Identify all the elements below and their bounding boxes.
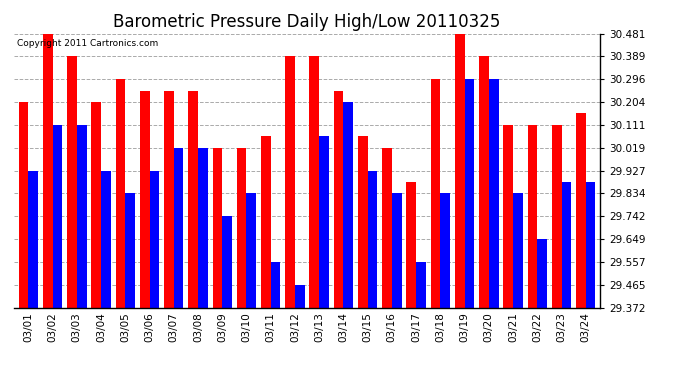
Bar — [358, 136, 368, 308]
Bar — [319, 136, 329, 308]
Bar — [150, 171, 159, 308]
Bar — [344, 102, 353, 308]
Bar — [28, 171, 38, 308]
Bar — [392, 194, 402, 308]
Bar — [464, 80, 474, 308]
Bar — [431, 80, 440, 308]
Bar — [222, 216, 232, 308]
Bar — [188, 91, 198, 308]
Title: Barometric Pressure Daily High/Low 20110325: Barometric Pressure Daily High/Low 20110… — [113, 13, 501, 31]
Bar — [246, 194, 256, 308]
Bar — [440, 194, 450, 308]
Bar — [77, 125, 86, 308]
Bar — [416, 262, 426, 308]
Bar — [52, 125, 62, 308]
Bar — [164, 91, 174, 308]
Bar — [382, 148, 392, 308]
Bar — [489, 80, 498, 308]
Bar — [237, 148, 246, 308]
Text: Copyright 2011 Cartronics.com: Copyright 2011 Cartronics.com — [17, 39, 158, 48]
Bar — [285, 57, 295, 308]
Bar — [368, 171, 377, 308]
Bar — [552, 125, 562, 308]
Bar — [479, 57, 489, 308]
Bar — [67, 57, 77, 308]
Bar — [295, 285, 304, 308]
Bar — [116, 80, 126, 308]
Bar — [126, 194, 135, 308]
Bar — [562, 182, 571, 308]
Bar — [513, 194, 523, 308]
Bar — [334, 91, 344, 308]
Bar — [101, 171, 110, 308]
Bar — [270, 262, 280, 308]
Bar — [19, 102, 28, 308]
Bar — [455, 34, 464, 308]
Bar — [504, 125, 513, 308]
Bar — [528, 125, 538, 308]
Bar — [174, 148, 184, 308]
Bar — [261, 136, 270, 308]
Bar — [213, 148, 222, 308]
Bar — [43, 34, 52, 308]
Bar — [406, 182, 416, 308]
Bar — [140, 91, 150, 308]
Bar — [538, 239, 547, 308]
Bar — [198, 148, 208, 308]
Bar — [576, 113, 586, 308]
Bar — [586, 182, 595, 308]
Bar — [91, 102, 101, 308]
Bar — [310, 57, 319, 308]
